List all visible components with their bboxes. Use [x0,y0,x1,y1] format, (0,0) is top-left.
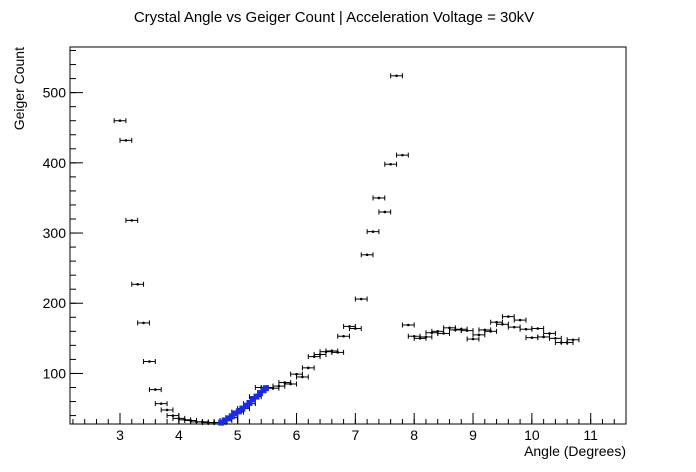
fit-point [239,405,246,412]
data-point [342,334,345,338]
data-point [130,219,134,222]
data-point [136,282,139,286]
data-point [289,382,292,386]
data-point [277,384,281,388]
fit-point [242,402,249,409]
data-point [424,335,428,339]
x-tick-label: 10 [524,427,540,443]
fit-point [235,408,242,415]
data-point [442,332,445,335]
chart-title: Crystal Angle vs Geiger Count | Accelera… [134,9,534,26]
data-point [159,402,163,405]
fit-point [253,393,260,400]
data-point [306,366,310,370]
x-axis-label: Angle (Degrees) [524,443,626,459]
data-point [336,351,340,354]
data-point [124,139,128,142]
data-point [371,230,375,233]
y-tick-label: 100 [43,365,67,381]
data-point [354,327,357,330]
fit-point [257,390,264,397]
data-point [389,162,392,166]
data-point [536,327,540,330]
fit-point [218,419,225,426]
x-tick-label: 7 [351,427,359,443]
data-point [407,323,410,327]
y-tick-label: 300 [43,225,67,241]
data-point [171,414,175,417]
data-point [318,353,322,356]
fit-point [221,417,228,424]
data-point [401,153,404,157]
data-point [301,375,304,379]
y-tick-label: 400 [43,155,67,171]
axes: 3 4 5 6 7 8 9 10 11 100 200 300 400 500 [43,50,627,443]
data-point [512,325,516,329]
fit-point [249,396,256,403]
data-point [518,318,522,322]
y-tick-label: 500 [43,85,67,101]
data-marks [113,73,580,426]
fit-point [232,410,239,417]
x-tick-label: 9 [469,427,477,443]
fit-point [246,399,253,406]
data-point [507,315,510,318]
data-point [524,327,528,331]
x-tick-label: 4 [175,427,183,443]
x-tick-label: 5 [234,427,242,443]
fit-point [225,415,232,422]
x-tick-label: 6 [293,427,301,443]
data-point [542,335,545,339]
data-point [565,341,569,344]
x-tick-label: 8 [410,427,418,443]
data-point [365,253,369,257]
data-point [465,329,469,332]
data-point [165,408,169,412]
data-point [554,337,557,340]
data-point [377,196,381,200]
x-tick-label: 11 [583,427,598,443]
data-point [501,323,504,326]
data-point [530,336,534,339]
data-point [489,330,492,333]
data-point [571,338,575,342]
data-point [295,372,298,376]
y-axis-label: Geiger Count [11,47,27,130]
data-point [395,74,398,78]
plot-frame [69,46,627,425]
data-point [548,332,551,335]
data-point [359,297,363,301]
data-point [142,321,145,325]
data-point [471,337,475,341]
data-point [383,210,387,214]
fit-point [228,413,235,420]
series-measurements [113,73,580,426]
data-point [477,333,481,337]
fit-point [262,385,269,392]
series-fit-region [218,385,269,426]
y-tick-label: 200 [43,295,67,311]
data-point [118,119,122,123]
data-point [148,360,151,363]
data-point [154,388,157,391]
x-tick-label: 3 [116,427,124,443]
